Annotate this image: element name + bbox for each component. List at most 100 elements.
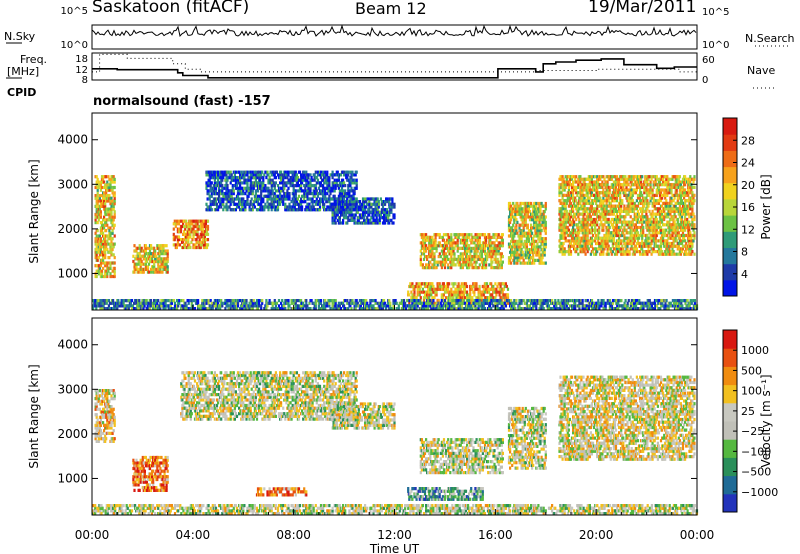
power-echo-cell [438, 252, 441, 256]
power-echo-cell [384, 221, 387, 225]
power-echo-cell [195, 245, 198, 250]
power-echo-cell [196, 232, 199, 236]
power-echo-cell [439, 263, 442, 267]
power-echo-cell [222, 176, 225, 180]
power-echo-cell [370, 205, 373, 209]
power-echo-cell [109, 202, 112, 206]
power-echo-cell [109, 226, 112, 230]
power-echo-cell [113, 256, 116, 260]
power-echo-cell [198, 240, 201, 244]
power-echo-cell [477, 290, 480, 294]
power-echo-cell [634, 212, 637, 216]
power-echo-cell [471, 255, 474, 259]
power-echo-cell [473, 257, 476, 261]
power-echo-cell [530, 201, 533, 206]
power-echo-cell [503, 296, 506, 300]
power-echo-cell [363, 218, 366, 222]
power-echo-cell [345, 194, 348, 198]
power-echo-cell [189, 235, 192, 239]
power-echo-cell [577, 191, 580, 195]
power-echo-cell [252, 184, 255, 188]
power-echo-cell [104, 274, 107, 279]
power-echo-cell [192, 227, 195, 231]
power-echo-cell [451, 293, 454, 297]
power-echo-cell [501, 260, 504, 264]
power-echo-cell [242, 202, 245, 206]
power-echo-cell [342, 184, 345, 188]
power-echo-cell [322, 184, 325, 188]
power-echo-cell [109, 180, 112, 184]
power-echo-cell [97, 247, 100, 252]
power-echo-cell [106, 274, 109, 279]
power-echo-cell [220, 181, 223, 185]
power-echo-cell [210, 181, 213, 185]
power-echo-cell [150, 246, 153, 250]
power-echo-cell [422, 233, 426, 237]
power-echo-cell [243, 202, 246, 206]
power-echo-cell [98, 207, 101, 211]
power-echo-cell [150, 254, 153, 258]
power-echo-cell [309, 197, 312, 201]
power-echo-cell [112, 218, 115, 222]
power-echo-cell [199, 245, 202, 250]
power-echo-cell [318, 208, 322, 212]
power-echo-cell [113, 202, 116, 206]
power-echo-cell [364, 197, 367, 201]
power-echo-cell [338, 221, 341, 225]
power-echo-cell [474, 238, 477, 242]
power-echo-cell [480, 252, 483, 256]
power-echo-cell [290, 176, 293, 180]
power-echo-cell [162, 246, 165, 250]
power-echo-cell [377, 202, 380, 206]
power-echo-cell [172, 232, 175, 236]
power-echo-cell [429, 235, 432, 239]
power-echo-cell [368, 213, 371, 217]
power-echo-cell [189, 222, 192, 226]
power-echo-cell [253, 197, 256, 201]
noise-ytick-left: 10^5 [61, 6, 88, 17]
power-echo-cell [200, 222, 203, 226]
power-echo-cell [276, 205, 280, 209]
power-echo-cell [385, 200, 388, 204]
power-echo-cell [107, 212, 110, 217]
power-echo-cell [242, 192, 245, 196]
power-echo-cell [565, 250, 568, 254]
power-echo-cell [188, 224, 191, 229]
power-echo-cell [590, 175, 593, 179]
power-echo-cell [492, 296, 495, 300]
power-echo-cell [209, 200, 212, 204]
power-echo-cell [372, 202, 375, 206]
power-echo-cell [98, 253, 101, 257]
power-echo-cell [367, 210, 370, 214]
power-echo-cell [307, 184, 310, 188]
power-echo-cell [242, 200, 245, 204]
power-echo-cell [415, 296, 418, 300]
power-echo-cell [166, 249, 169, 253]
power-echo-cell [103, 194, 106, 198]
power-echo-cell [266, 197, 269, 201]
power-echo-cell [431, 296, 434, 300]
power-echo-cell [105, 242, 108, 246]
power-echo-cell [327, 208, 330, 212]
power-echo-cell [205, 230, 209, 234]
power-echo-cell [495, 287, 498, 291]
power-echo-cell [185, 240, 188, 244]
power-echo-cell [166, 252, 169, 256]
power-echo-cell [211, 202, 214, 206]
power-echo-cell [620, 215, 623, 219]
power-echo-cell [309, 186, 312, 190]
power-echo-cell [331, 176, 334, 180]
power-echo-cell [453, 293, 456, 297]
power-echo-cell [505, 284, 508, 289]
power-echo-cell [135, 249, 138, 253]
power-echo-cell [334, 221, 337, 225]
power-echo-cell [217, 197, 220, 201]
power-echo-cell [113, 194, 116, 198]
power-echo-cell [366, 216, 369, 220]
power-echo-cell [239, 178, 242, 182]
power-echo-cell [284, 170, 287, 174]
power-echo-cell [425, 233, 428, 237]
power-echo-cell [422, 298, 426, 303]
power-echo-cell [463, 296, 466, 300]
power-echo-cell [200, 232, 203, 236]
